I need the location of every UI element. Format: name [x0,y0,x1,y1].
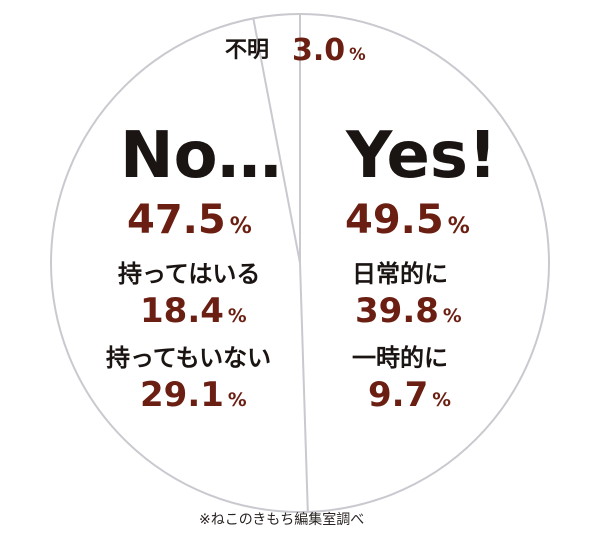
yes-sub1-value: 39.8% [355,294,462,328]
no-sub2-value: 29.1% [140,378,247,412]
no-sub1-value-number: 18.4 [140,291,224,331]
yes-sub1-label: 日常的に [352,260,448,288]
no-sub2-value-number: 29.1 [140,375,224,415]
yes-sub2-value-unit: % [432,390,451,411]
boundary-no-unknown [252,18,301,264]
no-value: 47.5% [127,200,252,240]
no-sub2-label: 持ってもいない [106,344,272,372]
yes-sub2-value: 9.7% [368,378,451,412]
yes-value-number: 49.5 [345,197,444,243]
no-value-unit: % [229,214,252,239]
source-note: ※ねこのきもち編集室調べ [199,512,365,528]
no-sub1-label: 持ってはいる [118,260,261,288]
yes-value-unit: % [447,214,470,239]
yes-sub1-value-number: 39.8 [355,291,439,331]
unknown-label: 不明 [225,38,270,63]
yes-value: 49.5% [345,200,470,240]
unknown-value-number: 3.0 [292,33,346,68]
yes-sub2-label: 一時的に [352,344,448,372]
no-label: No… [120,119,282,193]
no-sub2-value-unit: % [227,390,247,411]
no-value-number: 47.5 [127,197,226,243]
unknown-value: 3.0% [292,36,366,66]
yes-sub1-value-unit: % [442,306,462,327]
no-sub1-value: 18.4% [140,294,247,328]
no-sub1-value-unit: % [227,306,247,327]
yes-label: Yes! [346,119,498,193]
boundary-yes-no [299,262,309,512]
yes-sub2-value-number: 9.7 [368,375,429,415]
unknown-value-unit: % [349,45,366,64]
